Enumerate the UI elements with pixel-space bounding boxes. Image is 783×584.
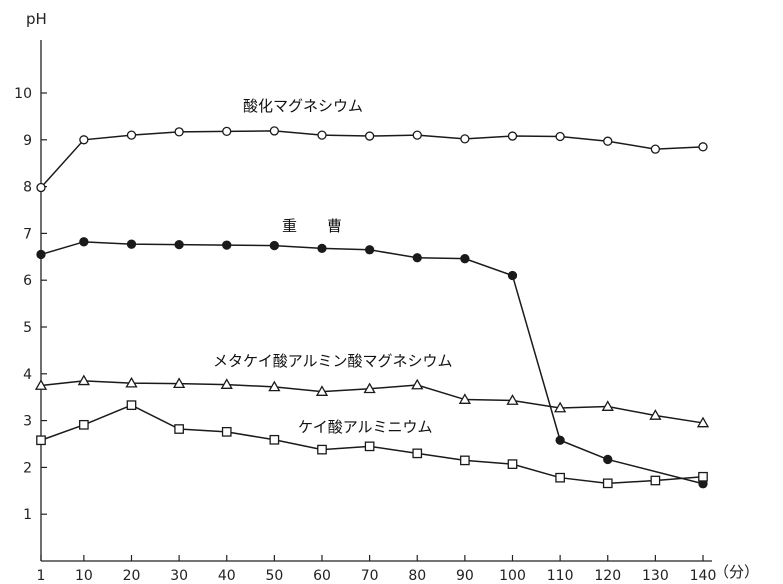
y-tick-label: 4 (23, 367, 32, 383)
x-tick-label: 50 (265, 568, 283, 584)
data-point-triangle (411, 378, 424, 390)
data-point-circle (269, 126, 280, 136)
data-point-triangle (649, 409, 662, 420)
series-layer (34, 126, 710, 489)
y-tick-label: 5 (23, 320, 32, 336)
data-point-circle (222, 126, 232, 137)
y-tick-label: 9 (23, 133, 32, 149)
data-point-square (412, 448, 423, 459)
data-point-circle (555, 131, 565, 142)
data-point-dot (603, 454, 613, 465)
series-label: ケイ酸アルミニウム (298, 418, 433, 436)
data-point-circle (364, 131, 375, 141)
data-point-dot (555, 435, 565, 445)
data-point-dot (317, 243, 327, 254)
data-point-circle (174, 127, 184, 137)
y-tick-label: 1 (23, 507, 32, 523)
data-point-circle (603, 136, 613, 146)
x-tick-label: 80 (408, 568, 426, 584)
data-point-circle (412, 130, 422, 140)
x-tick-label: 1 (37, 568, 46, 584)
data-point-square (36, 435, 46, 446)
data-point-dot (222, 240, 232, 250)
data-point-triangle (125, 376, 138, 388)
data-point-circle (650, 144, 661, 154)
data-point-circle (698, 142, 708, 152)
data-point-circle (317, 130, 327, 140)
data-point-dot (364, 245, 375, 255)
data-point-square (126, 400, 137, 411)
y-tick-label: 6 (23, 273, 32, 289)
data-point-triangle (220, 378, 233, 389)
y-tick-label: 7 (23, 226, 32, 242)
data-point-square (507, 459, 518, 469)
data-point-triangle (554, 401, 567, 413)
data-point-dot (460, 254, 470, 264)
series-label: 重 曹 (282, 217, 342, 235)
data-point-square (79, 419, 89, 430)
data-point-triangle (601, 400, 614, 411)
data-point-dot (126, 239, 137, 249)
y-tick-label: 10 (14, 86, 32, 102)
y-tick-label: 3 (23, 414, 32, 430)
data-point-triangle (77, 374, 90, 386)
y-tick-label: 8 (23, 180, 32, 196)
data-point-square (317, 444, 327, 455)
series-0 (36, 126, 708, 193)
data-point-square (602, 478, 613, 489)
x-tick-label: 100 (499, 568, 526, 584)
data-point-triangle (363, 382, 376, 394)
data-point-circle (460, 134, 470, 144)
data-point-square (174, 424, 184, 434)
y-tick-label: 2 (23, 460, 32, 476)
data-point-triangle (696, 416, 710, 428)
data-point-square (698, 471, 708, 482)
data-point-dot (174, 239, 184, 250)
x-tick-label: 110 (547, 568, 574, 584)
data-point-dot (36, 249, 46, 260)
series-3 (36, 400, 708, 489)
x-tick-label: 20 (123, 568, 141, 584)
series-line (40, 241, 704, 485)
series-label: 酸化マグネシウム (243, 97, 363, 115)
x-tick-label: 120 (594, 568, 621, 584)
x-tick-label: 130 (642, 568, 669, 584)
data-point-dot (269, 240, 280, 251)
data-point-triangle (506, 394, 519, 405)
series-2 (34, 374, 710, 428)
y-axis-title: pH (26, 10, 47, 28)
data-point-circle (36, 182, 46, 193)
data-point-triangle (172, 377, 186, 389)
x-axis-unit: （分） (714, 563, 759, 581)
data-point-triangle (34, 379, 48, 390)
x-tick-label: 70 (361, 568, 379, 584)
data-point-square (221, 426, 232, 437)
data-point-circle (126, 130, 137, 140)
data-point-dot (79, 237, 89, 247)
x-tick-label: 10 (75, 568, 93, 584)
data-point-circle (79, 135, 89, 145)
data-point-dot (412, 253, 422, 263)
data-point-square (364, 441, 375, 452)
data-point-square (460, 455, 470, 466)
x-tick-label: 90 (456, 568, 474, 584)
data-point-square (650, 475, 661, 486)
data-point-square (269, 434, 280, 445)
data-point-dot (507, 270, 518, 281)
data-point-square (555, 472, 565, 483)
x-tick-label: 60 (313, 568, 331, 584)
data-point-triangle (315, 385, 329, 396)
data-point-triangle (458, 393, 471, 404)
data-point-triangle (268, 380, 281, 392)
x-tick-label: 140 (690, 568, 717, 584)
series-1 (36, 237, 708, 489)
series-label: メタケイ酸アルミン酸マグネシウム (213, 352, 453, 370)
x-tick-label: 30 (170, 568, 188, 584)
data-point-circle (507, 131, 518, 141)
x-tick-label: 40 (218, 568, 236, 584)
